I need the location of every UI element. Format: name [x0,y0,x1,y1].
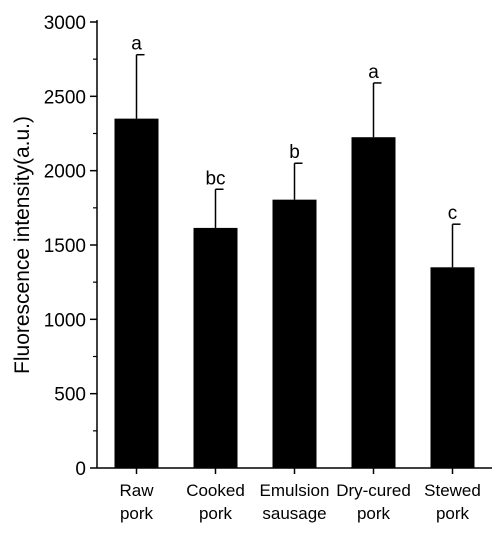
category-labels: Raw pork Cooked pork Emulsion sausage Dry-cure… [119,468,481,523]
y-tick-label: 2500 [44,87,86,108]
error-bars [135,53,461,268]
y-tick-label: 2000 [44,162,86,183]
bar [351,137,396,468]
significance-label: a [368,62,379,83]
significance-label: c [448,203,458,224]
category-label: Raw [119,481,154,500]
category-label: pork [199,504,233,523]
category-label: sausage [262,504,326,523]
significance-label: b [289,142,300,163]
significance-labels: a bc b a c [131,34,457,224]
category-label: pork [357,504,391,523]
category-label: Emulsion [260,481,330,500]
bar [430,267,475,468]
bar [114,118,159,468]
category-label: Dry-cured [336,481,411,500]
y-tick-label: 500 [54,385,86,406]
category-label: Stewed [424,481,481,500]
bar [193,227,238,468]
bars [114,118,475,468]
category-label: pork [120,504,154,523]
y-tick-label: 1000 [44,310,86,331]
category-label: Cooked [186,481,245,500]
bar [272,199,317,468]
y-tick-label: 3000 [44,13,86,34]
y-tick-label: 0 [75,459,86,480]
y-axis-title: Fluorescence intensity(a.u.) [11,116,34,374]
significance-label: bc [205,168,225,189]
significance-label: a [131,34,142,55]
category-label: pork [436,504,470,523]
y-ticks: 0 500 1000 1500 2000 2500 3000 [44,13,97,480]
y-tick-label: 1500 [44,236,86,257]
